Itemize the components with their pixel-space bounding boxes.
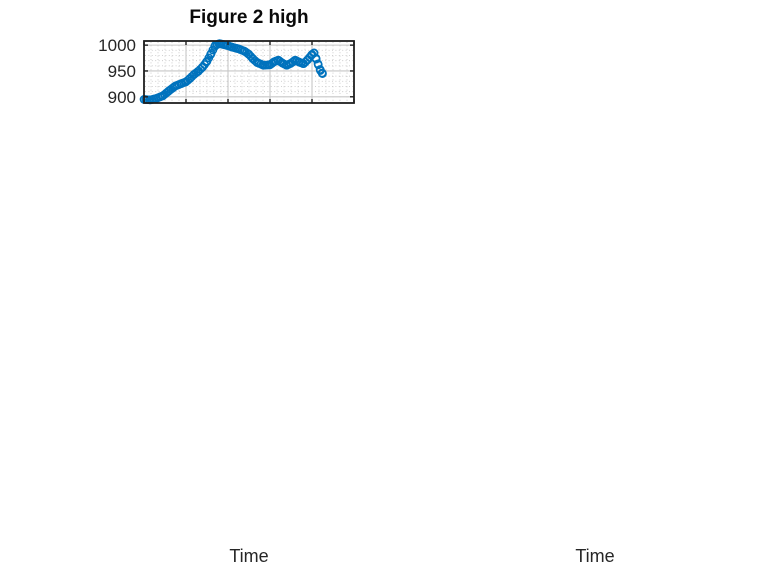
- y-tick-labels: 900 950 1000: [98, 36, 136, 107]
- figure-title: Figure 2 high: [189, 7, 309, 28]
- xlabel-right: Time: [575, 546, 615, 566]
- y-tick-label: 900: [108, 88, 136, 107]
- axes-frame: [143, 40, 355, 104]
- y-tick-label: 1000: [98, 36, 136, 55]
- xlabel-left: Time: [229, 546, 269, 566]
- y-tick-label: 950: [108, 62, 136, 81]
- subplot-pressure: 900 950 1000: [98, 36, 355, 107]
- tick-marks: [143, 41, 355, 103]
